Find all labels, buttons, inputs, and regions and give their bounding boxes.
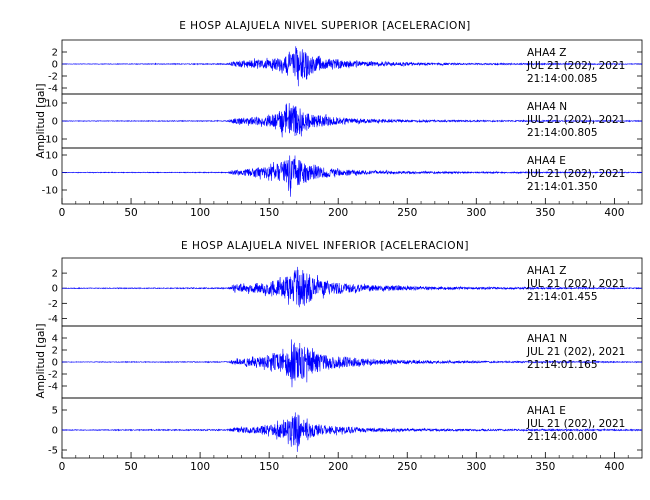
x-tick-label: 200 [328,461,348,473]
chart-title: E HOSP ALAJUELA NIVEL SUPERIOR [ACELERAC… [179,20,471,32]
record-date: JUL 21 (202), 2021 [526,418,625,430]
y-tick-label: 0 [52,426,58,437]
x-tick-label: 100 [190,461,210,473]
record-date: JUL 21 (202), 2021 [526,278,625,290]
x-tick-label: 400 [604,207,624,219]
station-name: AHA1 N [527,333,567,345]
record-date: JUL 21 (202), 2021 [526,114,625,126]
x-tick-label: 150 [259,207,279,219]
waveform-line [61,155,643,197]
y-tick-label: -4 [48,84,58,95]
station-name: AHA4 Z [527,47,566,59]
y-tick-label: 2 [52,48,58,59]
chart-title: E HOSP ALAJUELA NIVEL INFERIOR [ACELERAC… [181,240,469,252]
waveform-line [61,266,643,308]
x-tick-label: 300 [466,461,486,473]
x-tick-label: 150 [259,461,279,473]
y-tick-label: -10 [42,186,58,197]
x-tick-label: 350 [535,461,555,473]
record-date: JUL 21 (202), 2021 [526,346,625,358]
y-tick-label: -5 [48,446,58,457]
chart-block-1: E HOSP ALAJUELA NIVEL SUPERIOR [ACELERAC… [35,20,643,219]
y-tick-label: 0 [52,117,58,128]
y-axis-label: Amplitud [gal] [35,324,47,399]
y-tick-label: 10 [45,151,58,162]
x-tick-label: 0 [59,207,66,219]
record-time: 21:14:01.455 [527,291,598,303]
y-tick-label: -4 [48,314,58,325]
waveform-line [61,412,643,452]
y-tick-label: 2 [52,346,58,357]
record-time: 21:14:00.085 [527,73,598,85]
y-tick-label: 0 [52,60,58,71]
x-tick-label: 250 [397,207,417,219]
y-tick-label: 10 [45,99,58,110]
x-tick-label: 200 [328,207,348,219]
record-date: JUL 21 (202), 2021 [526,168,625,180]
station-name: AHA4 E [527,155,566,167]
x-tick-label: 300 [466,207,486,219]
x-tick-label: 400 [604,461,624,473]
y-tick-label: -4 [48,382,58,393]
record-time: 21:14:00.000 [527,431,598,443]
record-time: 21:14:00.805 [527,127,598,139]
waveform-line [61,46,643,87]
y-tick-label: 0 [52,358,58,369]
y-tick-label: 4 [52,334,58,345]
y-axis-label: Amplitud [gal] [35,84,47,159]
y-tick-label: 2 [52,269,58,280]
waveform-line [61,339,643,388]
y-tick-label: -10 [42,135,58,146]
record-time: 21:14:01.165 [527,359,598,371]
station-name: AHA1 Z [527,265,566,277]
y-tick-label: 5 [52,406,58,417]
y-tick-label: 0 [52,168,58,179]
record-date: JUL 21 (202), 2021 [526,60,625,72]
record-time: 21:14:01.350 [527,181,598,193]
y-tick-label: -2 [48,72,58,83]
chart-block-2: E HOSP ALAJUELA NIVEL INFERIOR [ACELERAC… [35,240,643,473]
x-tick-label: 350 [535,207,555,219]
x-tick-label: 50 [124,461,137,473]
station-name: AHA4 N [527,101,567,113]
x-tick-label: 250 [397,461,417,473]
station-name: AHA1 E [527,405,566,417]
x-tick-label: 0 [59,461,66,473]
y-tick-label: 0 [52,284,58,295]
y-tick-label: -2 [48,299,58,310]
waveform-line [61,103,643,138]
y-tick-label: -2 [48,370,58,381]
x-tick-label: 50 [124,207,137,219]
x-tick-label: 100 [190,207,210,219]
